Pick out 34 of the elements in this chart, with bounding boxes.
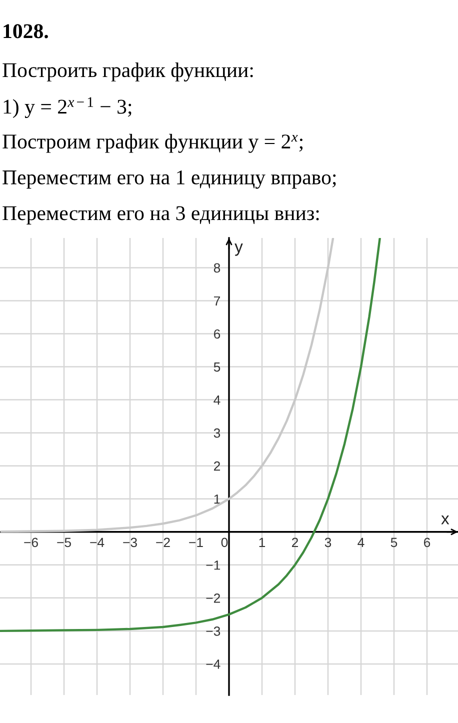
x-axis-title: x xyxy=(441,515,450,524)
x-tick-label: −5 xyxy=(57,538,71,548)
x-tick-label: 4 xyxy=(358,538,364,547)
x-tick-label: 5 xyxy=(390,538,398,548)
x-tick-label: −4 xyxy=(90,538,104,547)
y-tick-label: 2 xyxy=(214,461,220,471)
text: Построим график функции y = 2$^{x}$; xyxy=(2,134,303,153)
x-tick-label: 0 xyxy=(221,538,228,548)
y-tick-label: 5 xyxy=(214,362,220,372)
y-tick-label: 7 xyxy=(214,296,220,306)
x-tick-label: −3 xyxy=(123,538,137,548)
y-tick-label: −2 xyxy=(206,593,220,603)
text: Переместим его на 1 единицу вправо; xyxy=(2,170,336,189)
y-tick-label: 4 xyxy=(214,396,220,405)
x-tick-label: 1 xyxy=(259,538,266,547)
x-tick-label: 6 xyxy=(424,538,430,548)
x-tick-label: −1 xyxy=(189,538,203,547)
x-tick-label: 3 xyxy=(324,538,332,548)
y-tick-label: −3 xyxy=(206,626,220,636)
x-tick-label: −2 xyxy=(156,538,170,547)
text: Переместим его на 3 единицы вниз: xyxy=(2,206,319,224)
line-series xyxy=(0,238,334,533)
y-tick-label: 1 xyxy=(214,494,220,504)
y-tick-label: −4 xyxy=(206,660,220,669)
y-axis-title: y xyxy=(234,244,243,256)
chart-title: 1028. xyxy=(4,24,48,38)
y-tick-label: 8 xyxy=(214,263,220,273)
y-tick-label: −1 xyxy=(206,560,220,570)
x-tick-label: 2 xyxy=(292,538,298,547)
text: Построить график функции: xyxy=(2,62,253,82)
text: 1) y = 2$^{x−1}$ − 3; xyxy=(4,97,132,118)
x-tick-label: −6 xyxy=(24,538,38,548)
y-tick-label: 3 xyxy=(214,428,220,438)
y-tick-label: 6 xyxy=(214,329,220,339)
